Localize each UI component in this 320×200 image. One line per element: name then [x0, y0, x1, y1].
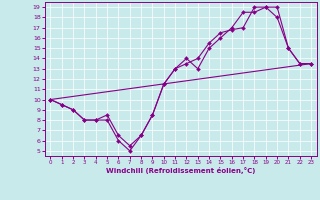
X-axis label: Windchill (Refroidissement éolien,°C): Windchill (Refroidissement éolien,°C): [106, 167, 255, 174]
